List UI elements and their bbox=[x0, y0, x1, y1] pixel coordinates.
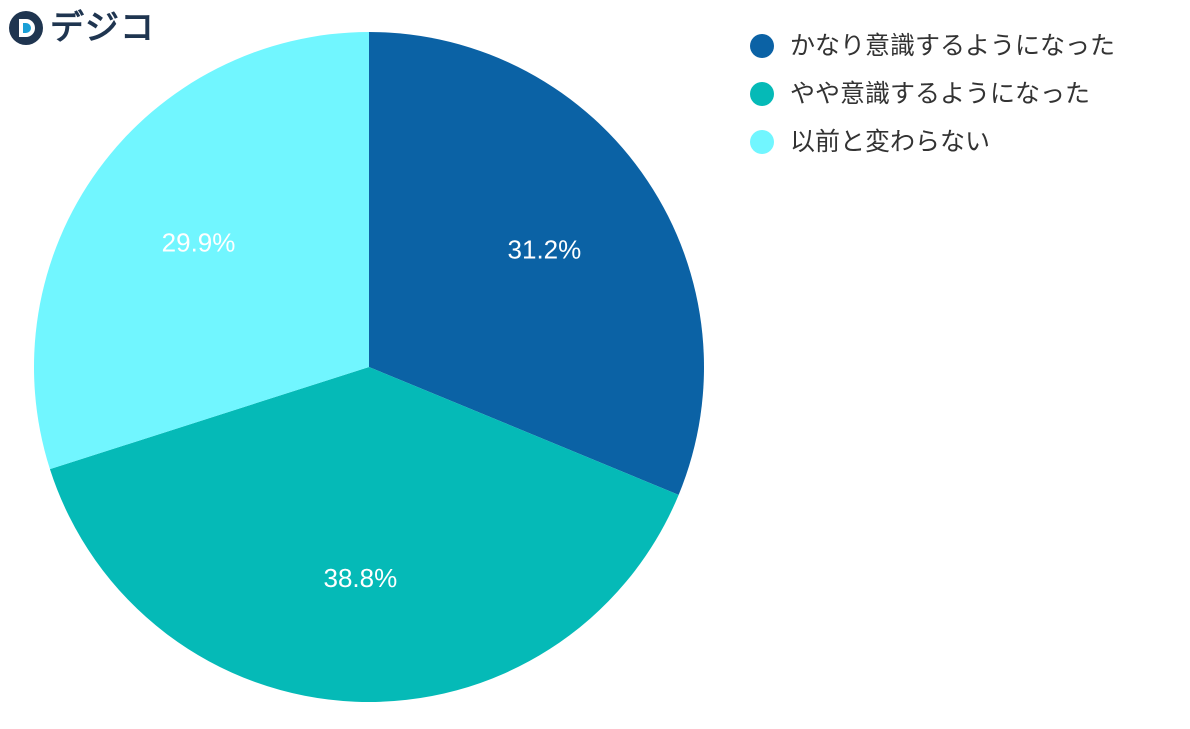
legend-swatch-icon bbox=[750, 130, 774, 154]
legend-label: 以前と変わらない bbox=[790, 127, 991, 156]
pie-slices bbox=[33, 32, 705, 703]
brand-logo: デジコ bbox=[8, 8, 155, 48]
chart-legend: かなり意識するようになった やや意識するようになった 以前と変わらない bbox=[750, 22, 1115, 166]
brand-name: デジコ bbox=[50, 8, 155, 48]
slice-value-label-0: 31.2% bbox=[508, 235, 582, 265]
legend-swatch-icon bbox=[750, 34, 774, 58]
pie-slice-1 bbox=[49, 367, 679, 703]
pie-slice-2 bbox=[33, 32, 370, 470]
slice-value-label-1: 38.8% bbox=[324, 563, 398, 593]
legend-label: やや意識するようになった bbox=[790, 79, 1091, 108]
legend-item-1: やや意識するようになった bbox=[750, 70, 1115, 118]
legend-item-2: 以前と変わらない bbox=[750, 118, 1115, 166]
pie-slice-0 bbox=[369, 32, 705, 495]
legend-swatch-icon bbox=[750, 82, 774, 106]
d-logo-icon bbox=[9, 11, 43, 45]
legend-label: かなり意識するようになった bbox=[790, 31, 1116, 60]
pie-labels: 31.2% 38.8% 29.9% bbox=[162, 228, 582, 593]
slice-value-label-2: 29.9% bbox=[162, 228, 236, 258]
pie-chart: 31.2% 38.8% 29.9% bbox=[33, 32, 705, 703]
legend-item-0: かなり意識するようになった bbox=[750, 22, 1115, 70]
